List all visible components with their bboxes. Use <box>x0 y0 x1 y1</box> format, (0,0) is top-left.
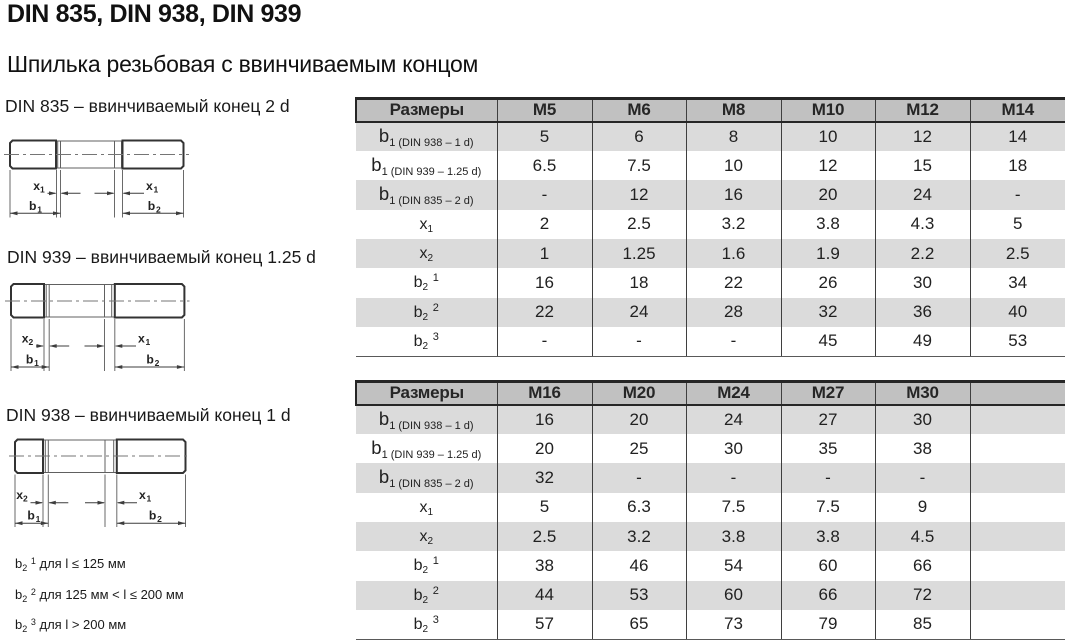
svg-text:1: 1 <box>146 337 151 347</box>
svg-text:x: x <box>146 179 153 193</box>
svg-text:x: x <box>139 488 146 502</box>
svg-text:b: b <box>149 509 156 523</box>
svg-text:b: b <box>148 199 155 213</box>
svg-text:x: x <box>33 179 40 193</box>
svg-text:2: 2 <box>155 358 160 368</box>
svg-text:2: 2 <box>156 204 161 214</box>
svg-text:x: x <box>16 488 23 502</box>
svg-text:b: b <box>29 199 36 213</box>
svg-text:b: b <box>146 353 153 367</box>
svg-text:1: 1 <box>34 358 39 368</box>
svg-text:1: 1 <box>36 514 41 524</box>
svg-text:b: b <box>26 353 33 367</box>
svg-text:2: 2 <box>23 494 28 504</box>
svg-text:1: 1 <box>147 494 152 504</box>
svg-text:2: 2 <box>157 514 162 524</box>
svg-text:b: b <box>27 509 34 523</box>
svg-text:x: x <box>138 332 145 346</box>
svg-text:2: 2 <box>29 337 34 347</box>
svg-text:x: x <box>22 332 29 346</box>
svg-text:1: 1 <box>37 204 42 214</box>
svg-text:1: 1 <box>40 184 45 194</box>
svg-text:1: 1 <box>154 184 159 194</box>
